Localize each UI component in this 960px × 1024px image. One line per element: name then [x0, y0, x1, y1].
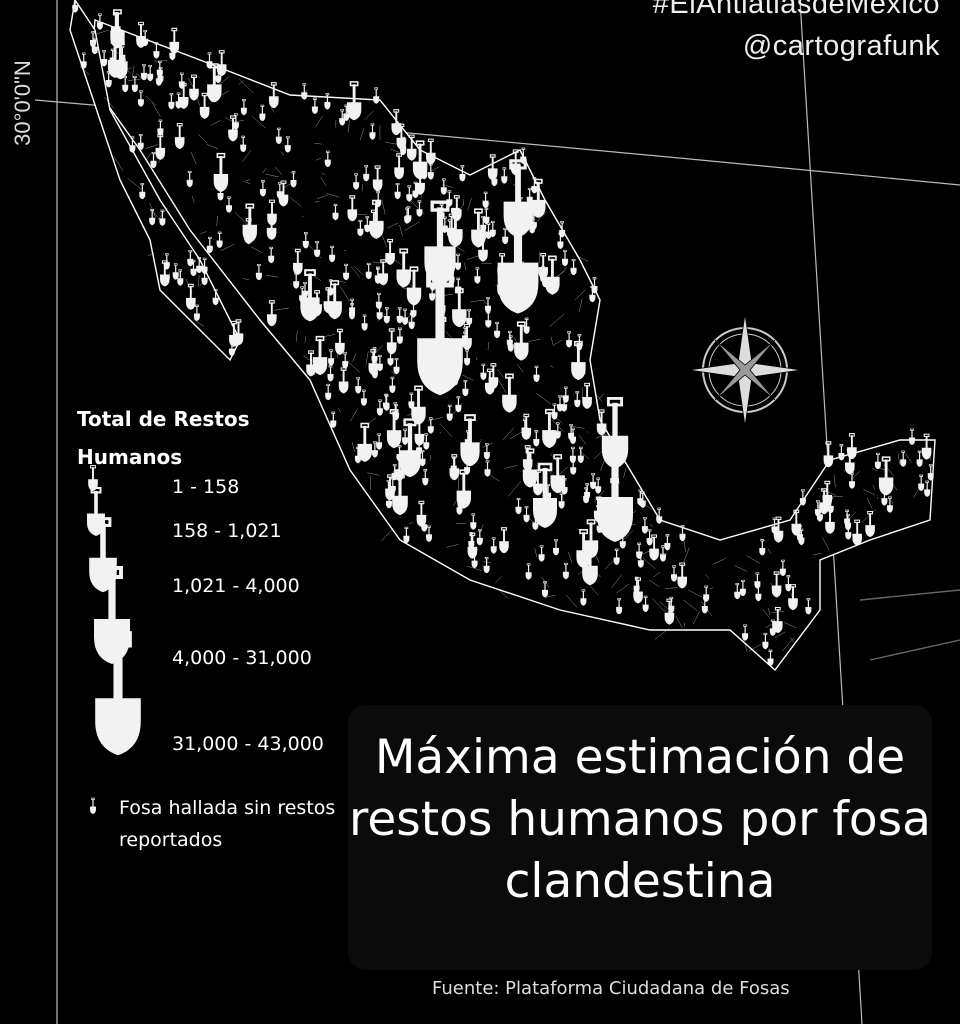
title-panel: Máxima estimación de restos humanos por … [348, 705, 932, 970]
author-handle: @cartografunk [742, 30, 940, 62]
shovel-icon [206, 52, 213, 70]
shovel-icon [372, 87, 380, 105]
shovel-icon [425, 138, 437, 166]
legend-class-5: 31,000 - 43,000 [172, 733, 324, 755]
shovel-icon [846, 433, 858, 460]
latitude-label: 30°0'0"N [10, 60, 35, 146]
map-title: Máxima estimación de restos humanos por … [349, 730, 931, 909]
legend-no-remains: Fosa hallada sin restos reportados [119, 797, 336, 851]
legend-class-4: 4,000 - 31,000 [172, 647, 312, 669]
shovel-icon [110, 12, 122, 39]
shovel-icon [908, 428, 916, 446]
guatemala-border [859, 589, 960, 661]
legend-class-3: 1,021 - 4,000 [172, 575, 300, 597]
hashtag-credit: #ElAntiatlasdeMéxico [652, 0, 940, 20]
legend-class-2: 158 - 1,021 [172, 520, 282, 542]
legend-class-1: 1 - 158 [172, 476, 240, 498]
shovel-icon [838, 444, 845, 461]
shovel-icon [823, 441, 834, 468]
shovel-icon [300, 83, 308, 101]
mexico-boundaries [69, 0, 960, 672]
source-note: Fuente: Plataforma Ciudadana de Fosas [432, 978, 790, 999]
legend-title: Total de Restos Humanos [77, 407, 250, 469]
shovel-icon [71, 0, 79, 13]
compass-rose-icon [688, 313, 802, 427]
legend-symbols [86, 465, 141, 815]
shovel-icon [168, 27, 180, 55]
